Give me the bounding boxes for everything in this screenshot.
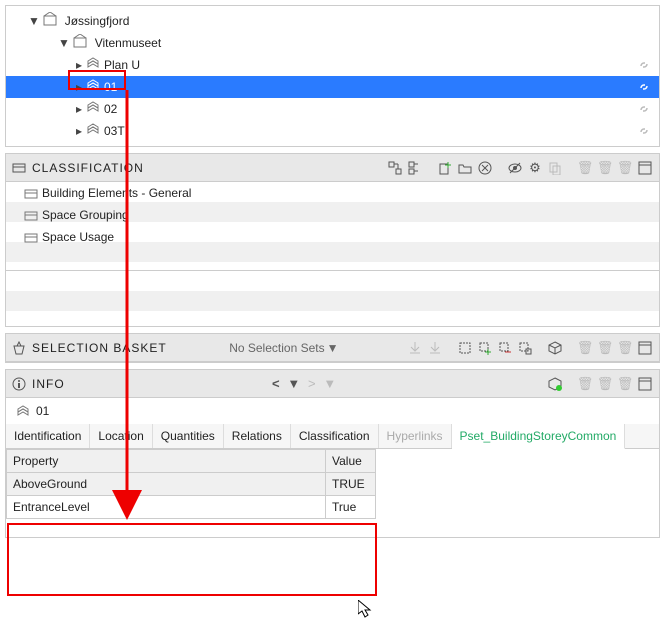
classification-item[interactable]: Space Usage — [6, 226, 659, 248]
expand-arrow[interactable]: ▸ — [74, 76, 84, 98]
tree-collapse-icon[interactable] — [407, 160, 423, 176]
tree-label: Plan U — [104, 58, 140, 72]
tree-expand-icon[interactable] — [387, 160, 403, 176]
trash-icon[interactable]: 🗑 — [617, 160, 633, 176]
expand-arrow[interactable]: ▼ — [58, 32, 68, 54]
trash-icon[interactable]: 🗑 — [617, 340, 633, 356]
trash-icon[interactable]: 🗑 — [597, 376, 613, 392]
tree-label: 01 — [104, 80, 117, 94]
info-tab[interactable]: Relations — [224, 424, 291, 448]
copy-icon[interactable] — [547, 160, 563, 176]
cube-3d-icon[interactable] — [547, 340, 563, 356]
chevron-down-icon[interactable]: ▼ — [322, 376, 338, 392]
table-header[interactable]: Value — [326, 450, 376, 473]
info-tab[interactable]: Identification — [6, 424, 90, 448]
info-tab[interactable]: Pset_BuildingStoreyCommon — [452, 424, 626, 449]
tree-row-leaf[interactable]: ▸ 01 — [6, 76, 659, 98]
chevron-down-icon: ▼ — [327, 334, 339, 362]
basket-header: SELECTION BASKET No Selection Sets ▼ 🗑 🗑… — [6, 334, 659, 362]
tree-row-child[interactable]: ▼ Vitenmuseet — [6, 32, 659, 54]
tree-label: 02 — [104, 102, 117, 116]
storey-icon — [86, 121, 100, 143]
table-row[interactable]: EntranceLevelTrue — [7, 496, 376, 519]
window-icon[interactable] — [637, 376, 653, 392]
tree-label: 03T — [104, 124, 125, 138]
expand-arrow[interactable]: ▸ — [74, 98, 84, 120]
tree-row-leaf[interactable]: ▸ 03T — [6, 120, 659, 142]
table-cell: True — [326, 496, 376, 519]
trash-icon[interactable]: 🗑 — [597, 340, 613, 356]
gear-icon[interactable]: ⚙ — [527, 160, 543, 176]
table-cell: AboveGround — [7, 473, 326, 496]
sel-cube-icon[interactable] — [517, 340, 533, 356]
sel-icon[interactable] — [457, 340, 473, 356]
info-icon — [12, 377, 26, 391]
info-title: INFO — [32, 370, 65, 398]
classification-label: Building Elements - General — [42, 186, 191, 200]
sel-remove-icon[interactable] — [497, 340, 513, 356]
tree-row-root[interactable]: ▼ Jøssingfjord — [6, 10, 659, 32]
cursor-icon — [358, 600, 372, 618]
storey-icon — [86, 55, 100, 77]
nav-next-icon[interactable]: > — [304, 376, 320, 392]
basket-icon — [12, 341, 26, 355]
classification-title: CLASSIFICATION — [32, 154, 144, 182]
classification-icon — [24, 209, 38, 223]
window-icon[interactable] — [637, 160, 653, 176]
trash-icon[interactable]: 🗑 — [577, 340, 593, 356]
info-object-label: 01 — [36, 404, 49, 418]
trash-icon[interactable]: 🗑 — [617, 376, 633, 392]
table-cell: TRUE — [326, 473, 376, 496]
download-icon[interactable] — [407, 340, 423, 356]
expand-arrow[interactable]: ▸ — [74, 54, 84, 76]
classification-header: CLASSIFICATION ⚙ 🗑 🗑 🗑 — [6, 154, 659, 182]
property-table: PropertyValueAboveGroundTRUEEntranceLeve… — [6, 449, 376, 519]
sel-add-icon[interactable] — [477, 340, 493, 356]
info-tabs: IdentificationLocationQuantitiesRelation… — [6, 424, 659, 449]
table-header[interactable]: Property — [7, 450, 326, 473]
cube-green-icon[interactable] — [547, 376, 563, 392]
info-tab[interactable]: Quantities — [153, 424, 224, 448]
delete-icon[interactable] — [477, 160, 493, 176]
trash-icon[interactable]: 🗑 — [577, 376, 593, 392]
trash-icon[interactable]: 🗑 — [597, 160, 613, 176]
tree-row-leaf[interactable]: ▸ 02 — [6, 98, 659, 120]
download-icon[interactable] — [427, 340, 443, 356]
classification-icon — [24, 187, 38, 201]
info-tab[interactable]: Classification — [291, 424, 379, 448]
table-cell: EntranceLevel — [7, 496, 326, 519]
link-icon[interactable] — [637, 123, 651, 145]
tree-label: Vitenmuseet — [95, 36, 162, 50]
basket-selection-dropdown[interactable]: No Selection Sets ▼ — [229, 334, 338, 362]
building-icon — [73, 33, 87, 55]
basket-title: SELECTION BASKET — [32, 334, 167, 362]
classification-icon — [24, 231, 38, 245]
trash-icon[interactable]: 🗑 — [577, 160, 593, 176]
chevron-down-icon[interactable]: ▼ — [286, 376, 302, 392]
info-object-row: 01 — [6, 398, 659, 424]
classification-icon — [12, 161, 26, 175]
storey-icon — [86, 99, 100, 121]
expand-arrow[interactable]: ▸ — [74, 120, 84, 142]
nav-prev-icon[interactable]: < — [268, 376, 284, 392]
tree-row-leaf[interactable]: ▸ Plan U — [6, 54, 659, 76]
open-icon[interactable] — [457, 160, 473, 176]
new-icon[interactable] — [437, 160, 453, 176]
window-icon[interactable] — [637, 340, 653, 356]
classification-label: Space Grouping — [42, 208, 129, 222]
expand-arrow[interactable]: ▼ — [28, 10, 38, 32]
classification-label: Space Usage — [42, 230, 114, 244]
storey-icon — [16, 404, 30, 418]
storey-icon — [86, 77, 100, 99]
tree-label: Jøssingfjord — [65, 14, 130, 28]
table-row[interactable]: AboveGroundTRUE — [7, 473, 376, 496]
classification-item[interactable]: Space Grouping — [6, 204, 659, 226]
building-icon — [43, 11, 57, 33]
visibility-icon[interactable] — [507, 160, 523, 176]
info-header: INFO < ▼ > ▼ 🗑 🗑 🗑 — [6, 370, 659, 398]
info-tab[interactable]: Location — [90, 424, 152, 448]
classification-item[interactable]: Building Elements - General — [6, 182, 659, 204]
info-tab[interactable]: Hyperlinks — [379, 424, 452, 448]
